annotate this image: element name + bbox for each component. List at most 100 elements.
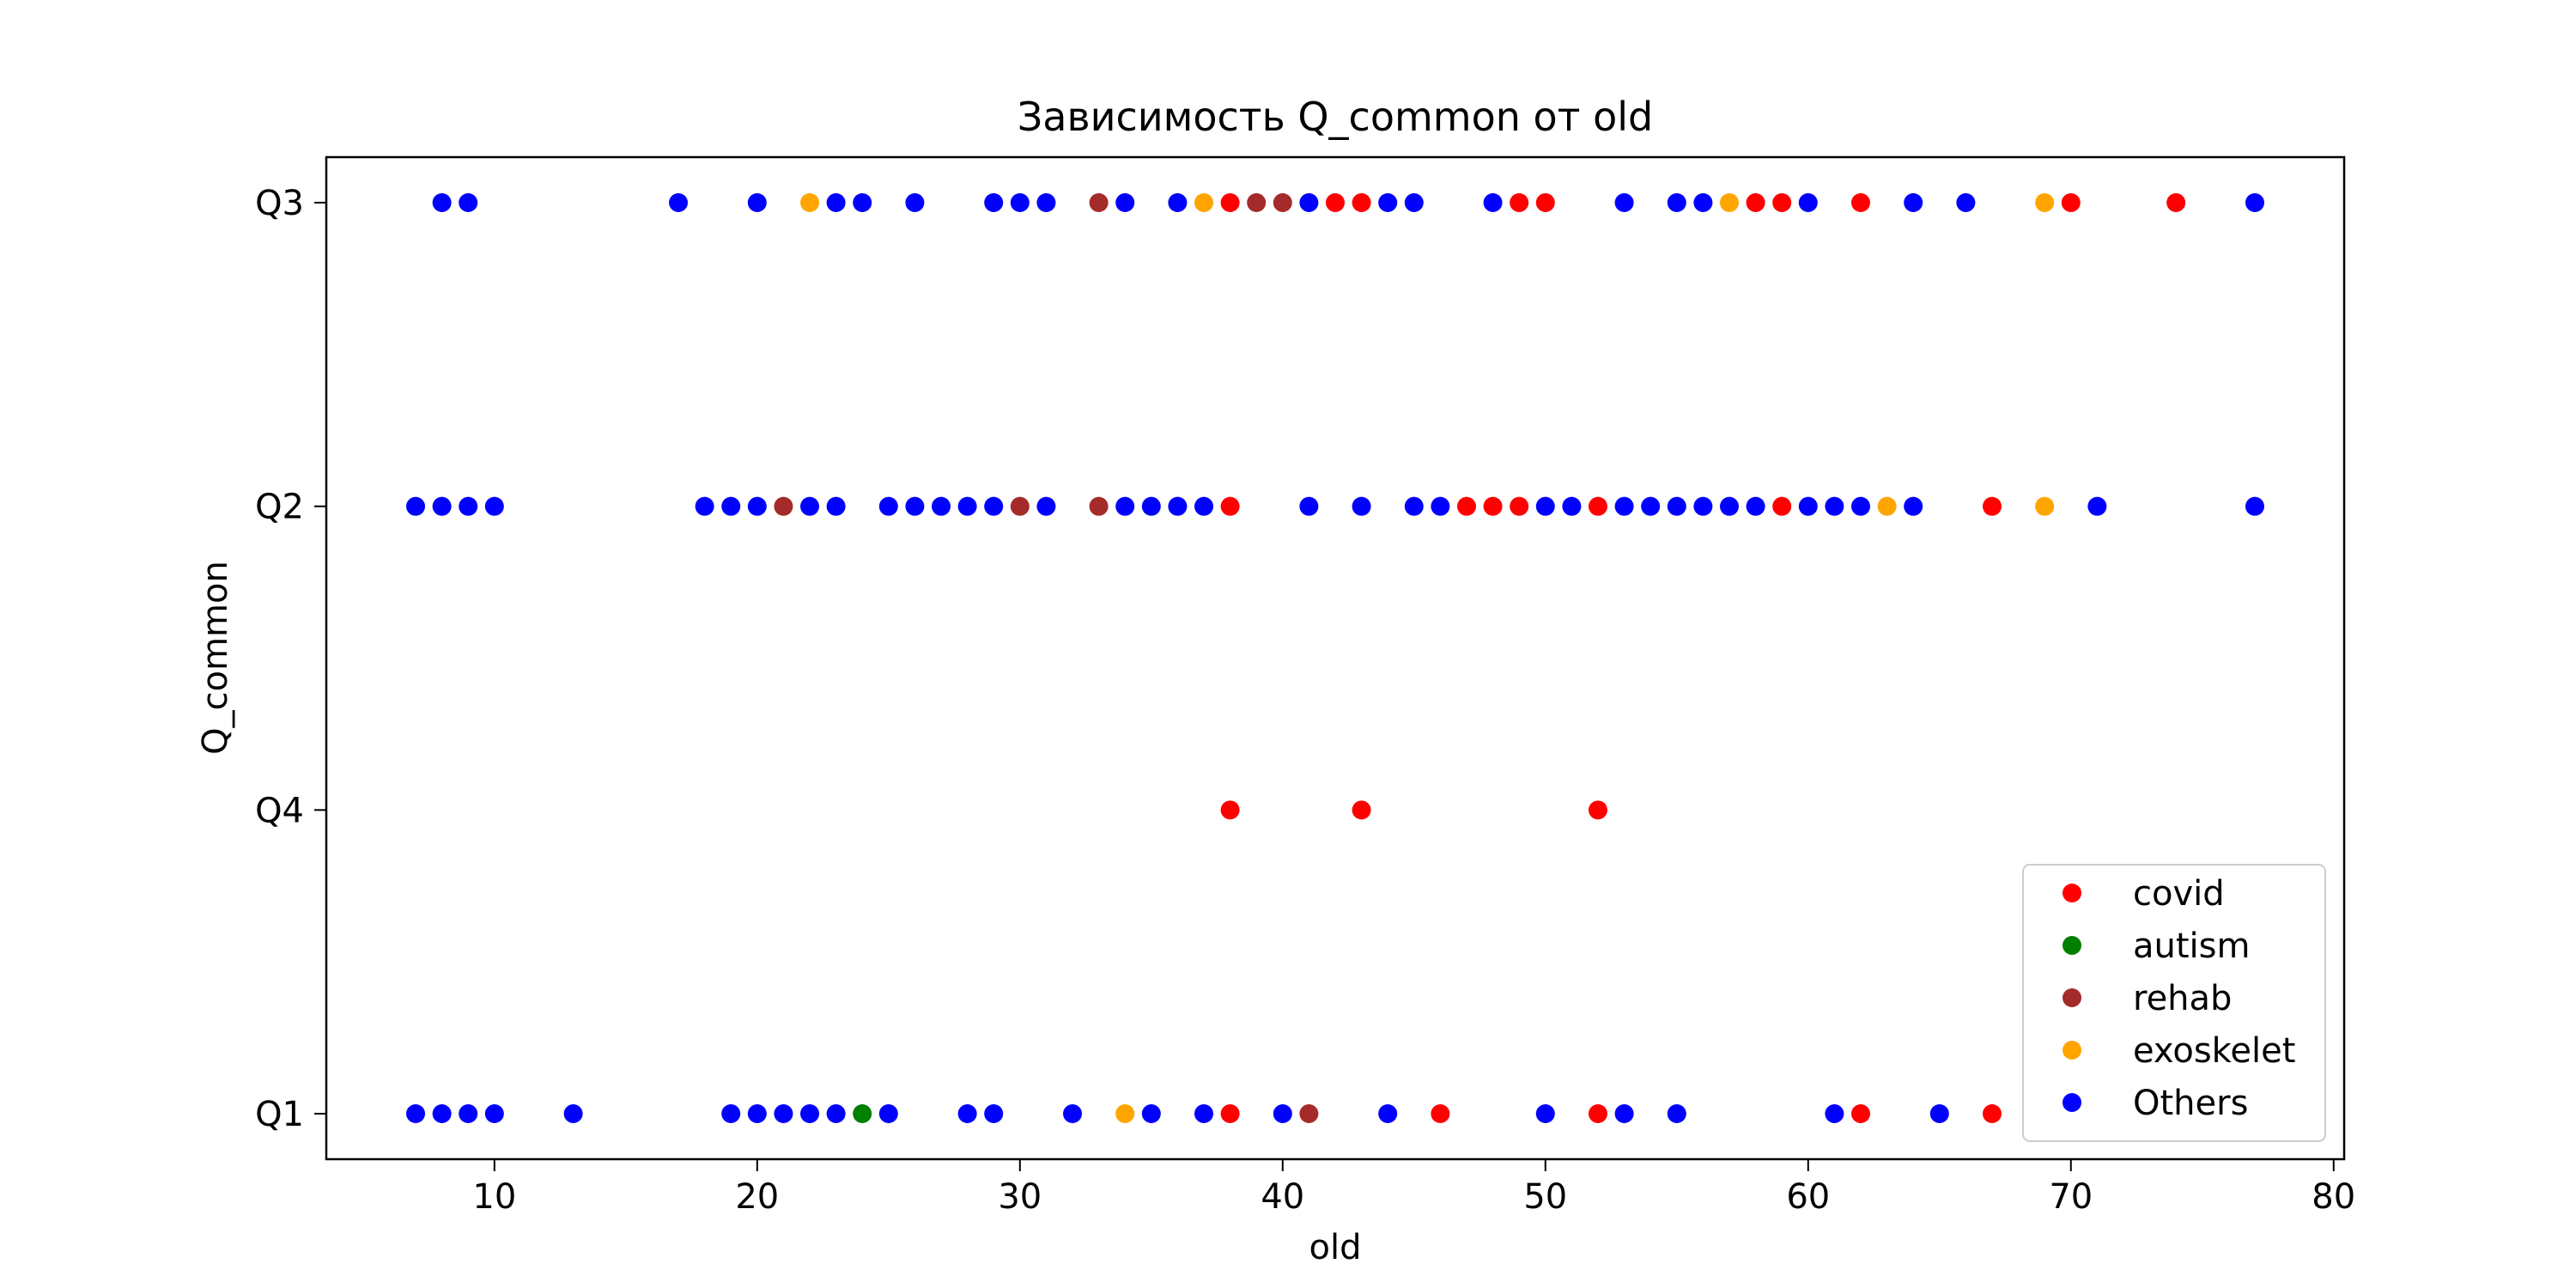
chart-title: Зависимость Q_common от old [1018,94,1653,140]
data-point [2166,193,2186,212]
data-point [1982,496,2002,516]
x-tick-label: 40 [1261,1177,1304,1217]
data-point [1614,193,1634,212]
y-tick-label: Q2 [255,488,304,527]
data-point [1614,1104,1634,1123]
data-point [1063,1104,1083,1123]
y-axis-label: Q_common [196,561,235,755]
data-point [984,496,1004,516]
x-tick-label: 70 [2049,1177,2093,1217]
data-point [1825,496,1844,516]
data-point [1956,193,1976,212]
series-rehab [774,193,1319,1123]
data-point [1299,1104,1319,1123]
data-point [1719,193,1739,212]
data-point [905,193,925,212]
data-point [878,496,898,516]
data-point [1194,496,1214,516]
data-point [2245,193,2264,212]
data-point [1247,193,1267,212]
data-point [826,1104,846,1123]
data-point [1194,193,1214,212]
legend-marker-others [2063,1093,2081,1112]
data-point [1746,193,1765,212]
legend-box [2022,864,2326,1142]
series-autism [853,1104,872,1123]
data-point [1982,1104,2002,1123]
y-tick-label: Q1 [255,1095,304,1134]
legend-label: covid [2133,874,2225,914]
data-point [1510,496,1529,516]
legend-marker-covid [2063,884,2081,902]
data-point [957,496,977,516]
data-point [1326,193,1345,212]
data-point [984,193,1004,212]
y-tick-label: Q3 [255,184,304,223]
data-point [459,496,478,516]
data-point [1036,496,1056,516]
data-point [774,1104,793,1123]
data-point [1693,496,1713,516]
data-point [1588,496,1607,516]
data-point [1010,496,1030,516]
axis-ticks: 10 20 30 40 50 60 70 80 Q1 Q4 Q2 Q3 [255,184,2355,1217]
data-point [1535,193,1555,212]
data-point [1535,496,1555,516]
x-tick-label: 80 [2312,1177,2355,1217]
data-point [459,193,478,212]
data-point [1010,193,1030,212]
data-point [1378,193,1398,212]
data-point [1667,496,1686,516]
data-point [1115,496,1135,516]
data-point [432,1104,452,1123]
data-point [484,1104,504,1123]
data-point [1904,193,1923,212]
x-axis-label: old [1309,1228,1362,1267]
x-tick-label: 50 [1523,1177,1567,1217]
data-point [878,1104,898,1123]
data-point [1588,1104,1607,1123]
data-point [1825,1104,1844,1123]
data-point [1562,496,1582,516]
data-point [669,193,689,212]
data-point [432,496,452,516]
data-point [1850,496,1870,516]
data-point [1850,193,1870,212]
data-point [721,1104,741,1123]
data-point [1404,193,1424,212]
data-point [1168,496,1188,516]
data-point [1746,496,1765,516]
data-point [1904,496,1923,516]
data-point [2061,193,2081,212]
data-point [826,193,846,212]
data-point [1667,1104,1686,1123]
data-point [774,496,793,516]
data-point [563,1104,583,1123]
data-point [1352,193,1371,212]
data-point [406,1104,426,1123]
data-point [800,193,820,212]
data-point [1431,496,1450,516]
data-point [826,496,846,516]
legend-label: rehab [2133,979,2232,1018]
series-exoskelet [800,193,2055,1123]
legend-label: Others [2133,1084,2248,1123]
x-tick-label: 30 [998,1177,1042,1217]
data-point [1141,496,1161,516]
data-point [1667,193,1686,212]
data-point [1772,193,1792,212]
data-point [1168,193,1188,212]
data-point [1089,193,1109,212]
data-point [1220,1104,1240,1123]
data-point [1299,193,1319,212]
data-point [1483,496,1503,516]
data-point [1036,193,1056,212]
data-point [1115,1104,1135,1123]
data-point [747,496,767,516]
data-point [1877,496,1897,516]
data-point [721,496,741,516]
data-point [1456,496,1476,516]
x-tick-label: 10 [472,1177,516,1217]
legend-label: autism [2133,927,2250,966]
